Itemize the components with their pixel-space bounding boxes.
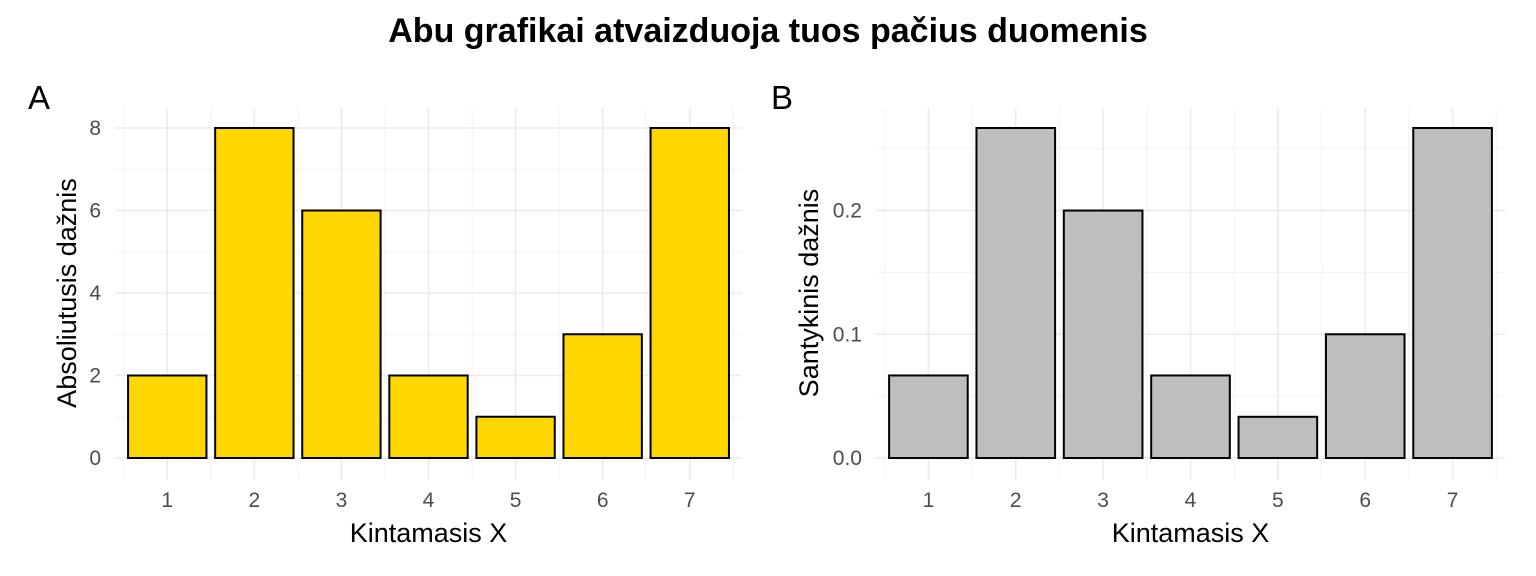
- y-tick-label: 4: [89, 282, 101, 305]
- bar-2: [975, 127, 1057, 459]
- bar-5: [475, 415, 556, 459]
- panel-tag: A: [28, 79, 50, 116]
- y-tick-label: 0.1: [833, 323, 862, 346]
- bar-7: [649, 127, 730, 459]
- bar-6: [1324, 333, 1406, 460]
- bar-4: [1150, 374, 1231, 459]
- bar-2: [214, 127, 295, 459]
- bar-1: [888, 374, 969, 459]
- y-axis-title: Absoliutusis dažnis: [52, 178, 82, 408]
- bar-1: [127, 374, 208, 459]
- panel-tag: B: [771, 79, 793, 116]
- y-tick-label: 0: [89, 447, 101, 470]
- y-tick-label: 0.0: [833, 447, 862, 470]
- x-tick-label: 6: [1359, 489, 1371, 512]
- x-tick-label: 7: [1447, 489, 1459, 512]
- x-tick-label: 2: [248, 489, 260, 512]
- bar-5: [1237, 415, 1319, 459]
- x-tick-label: 6: [597, 489, 609, 512]
- x-tick-label: 3: [1097, 489, 1109, 512]
- y-tick-label: 6: [89, 200, 101, 223]
- x-tick-label: 4: [1185, 489, 1197, 512]
- x-tick-label: 5: [510, 489, 522, 512]
- bar-6: [562, 333, 643, 459]
- x-tick-label: 1: [923, 489, 935, 512]
- bar-3: [301, 209, 382, 459]
- x-tick-label: 7: [684, 489, 696, 512]
- x-tick-label: 3: [336, 489, 348, 512]
- x-axis-title: Kintamasis X: [1112, 518, 1270, 548]
- bar-4: [388, 374, 469, 459]
- x-tick-label: 4: [423, 489, 435, 512]
- y-axis-title: Santykinis dažnis: [794, 189, 824, 398]
- y-tick-label: 0.2: [833, 200, 862, 223]
- y-tick-label: 8: [89, 117, 101, 140]
- y-tick-label: 2: [89, 365, 101, 388]
- panel-b: 0.0 0.1 0.2 1 2 3 4 5 6 7 Kintamasis X Santykinis d…: [771, 79, 1505, 548]
- figure-title: Abu grafikai atvaizduoja tuos pačius duo…: [388, 12, 1147, 50]
- x-tick-label: 1: [161, 489, 173, 512]
- x-tick-label: 2: [1010, 489, 1022, 512]
- x-axis-title: Kintamasis X: [350, 518, 508, 548]
- x-tick-label: 5: [1272, 489, 1284, 512]
- bar-3: [1062, 209, 1144, 459]
- panel-a: 0 2 4 6 8 1 2 3 4 5 6 7 Kintamasis X Absoliutusis daž…: [28, 79, 742, 548]
- bar-7: [1412, 127, 1493, 459]
